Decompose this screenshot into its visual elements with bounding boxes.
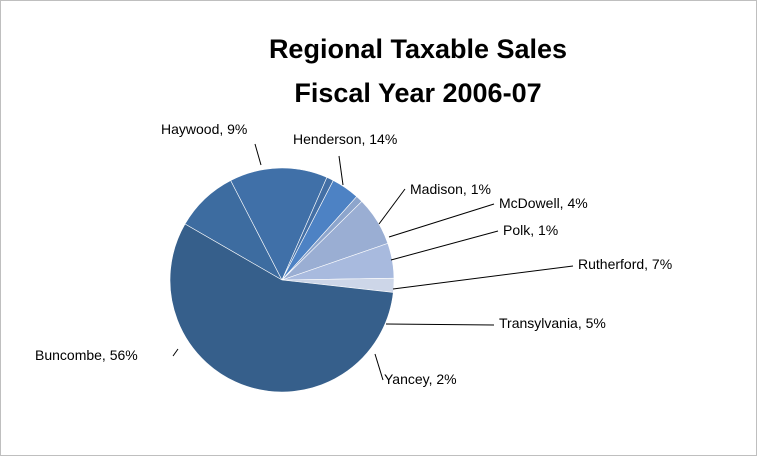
slice-label-madison: Madison, 1% [410,181,491,197]
leader-line-polk [390,230,499,261]
slice-label-rutherford: Rutherford, 7% [578,256,672,272]
slice-label-henderson: Henderson, 14% [293,131,397,147]
slice-label-yancey: Yancey, 2% [384,371,457,387]
slice-label-haywood: Haywood, 9% [161,121,247,137]
leader-line-madison [378,188,406,225]
pie-slice-henderson [230,167,328,281]
leader-line-henderson [338,155,344,186]
slice-labels: Haywood, 9% Henderson, 14% Madison, 1% McDo… [35,121,672,387]
pie-slice-buncombe [169,223,394,393]
slice-label-buncombe: Buncombe, 56% [35,347,138,363]
leader-line-yancey [374,353,384,381]
slice-label-mcdowell: McDowell, 4% [499,195,588,211]
leader-line-haywood [254,143,262,166]
leader-line-buncombe [172,348,179,357]
slice-label-transylvania: Transylvania, 5% [499,315,606,331]
leader-line-rutherford [392,265,574,290]
leader-lines [172,143,574,381]
leader-line-transylvania [385,323,495,326]
leader-line-mcdowell [388,203,495,238]
slice-label-polk: Polk, 1% [503,222,558,238]
pie-slices [169,167,395,393]
chart-title-line-1: Regional Taxable Sales [269,34,567,64]
chart-title-line-2: Fiscal Year 2006-07 [294,78,541,108]
